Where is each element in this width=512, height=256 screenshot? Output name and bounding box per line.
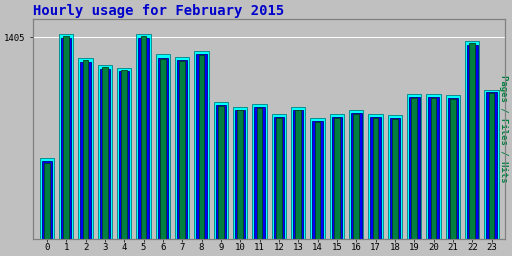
Bar [349,110,364,239]
Bar [80,62,91,239]
Bar [175,57,189,239]
Bar [44,163,50,239]
Bar [99,69,110,239]
Bar [41,161,52,239]
Bar [78,58,93,239]
Bar [392,119,398,239]
Bar [409,97,419,239]
Bar [216,105,226,239]
Bar [196,55,207,239]
Bar [470,43,475,239]
Bar [426,94,441,239]
Bar [257,108,263,239]
Bar [39,158,54,239]
Bar [370,117,381,239]
Bar [411,98,417,239]
Bar [445,95,460,239]
Bar [156,54,170,239]
Bar [276,118,282,239]
Bar [373,118,378,239]
Bar [59,34,73,239]
Bar [102,67,108,239]
Bar [407,94,421,239]
Bar [63,36,69,239]
Bar [119,71,130,239]
Bar [467,45,478,239]
Bar [488,93,495,239]
Bar [158,58,168,239]
Bar [353,114,359,239]
Bar [291,107,306,239]
Bar [295,110,301,239]
Bar [450,99,456,239]
Bar [177,60,187,239]
Bar [293,110,304,239]
Bar [254,107,265,239]
Bar [332,117,342,239]
Text: Hourly usage for February 2015: Hourly usage for February 2015 [33,4,285,18]
Bar [194,51,209,239]
Bar [138,38,149,239]
Bar [390,118,400,239]
Bar [117,68,132,239]
Bar [233,107,247,239]
Bar [428,97,439,239]
Y-axis label: Pages / Files / Hits: Pages / Files / Hits [499,75,508,183]
Bar [312,121,323,239]
Bar [484,90,499,239]
Bar [141,36,146,239]
Bar [252,104,267,239]
Bar [447,98,458,239]
Bar [179,61,185,239]
Bar [136,34,151,239]
Bar [121,70,127,239]
Bar [314,122,321,239]
Bar [334,118,340,239]
Bar [160,59,166,239]
Bar [218,106,224,239]
Bar [271,114,286,239]
Bar [61,38,72,239]
Bar [330,114,344,239]
Bar [82,60,89,239]
Bar [351,113,361,239]
Bar [237,110,243,239]
Bar [465,41,479,239]
Bar [431,98,436,239]
Bar [273,117,284,239]
Bar [214,102,228,239]
Bar [486,92,497,239]
Bar [310,118,325,239]
Bar [388,115,402,239]
Bar [368,114,383,239]
Bar [235,110,245,239]
Bar [199,56,204,239]
Bar [98,65,112,239]
